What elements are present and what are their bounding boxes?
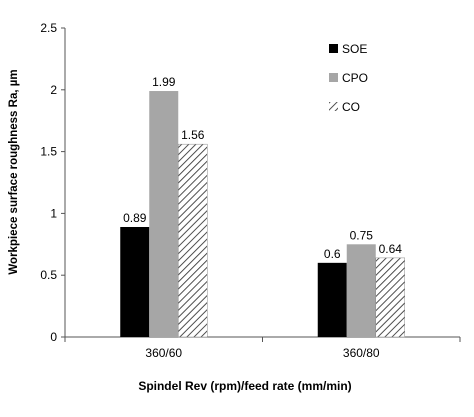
- y-tick-label: 2: [50, 83, 57, 97]
- legend-label-soe: SOE: [342, 42, 367, 56]
- data-label: 1.99: [152, 75, 176, 89]
- data-label: 0.6: [324, 247, 341, 261]
- bar-soe: [120, 226, 150, 337]
- legend-label-cpo: CPO: [342, 71, 368, 85]
- y-axis-title: Workpiece surface roughness Ra, µm: [8, 69, 20, 274]
- data-label: 0.75: [350, 228, 374, 242]
- y-tick-label: 1: [50, 206, 57, 220]
- bar-co: [375, 257, 405, 338]
- legend-swatch-soe: [329, 44, 338, 53]
- legend-swatch-co: [329, 102, 338, 111]
- data-label: 0.64: [379, 242, 403, 256]
- y-tick-label: 0: [50, 330, 57, 344]
- x-tick-label: 360/80: [343, 346, 380, 360]
- x-tick-label: 360/60: [145, 346, 182, 360]
- x-axis-title: Spindel Rev (rpm)/feed rate (mm/min): [138, 379, 351, 393]
- y-tick-label: 2.5: [40, 21, 57, 35]
- legend-label-co: CO: [342, 100, 360, 114]
- bar-soe: [317, 262, 347, 337]
- data-label: 1.56: [181, 128, 205, 142]
- bar-cpo: [149, 91, 179, 337]
- legend-swatch-cpo: [329, 73, 338, 82]
- data-label: 0.89: [123, 211, 147, 225]
- y-tick-label: 0.5: [40, 268, 57, 282]
- y-tick-label: 1.5: [40, 145, 57, 159]
- bar-co: [178, 143, 208, 338]
- bar-cpo: [346, 244, 376, 337]
